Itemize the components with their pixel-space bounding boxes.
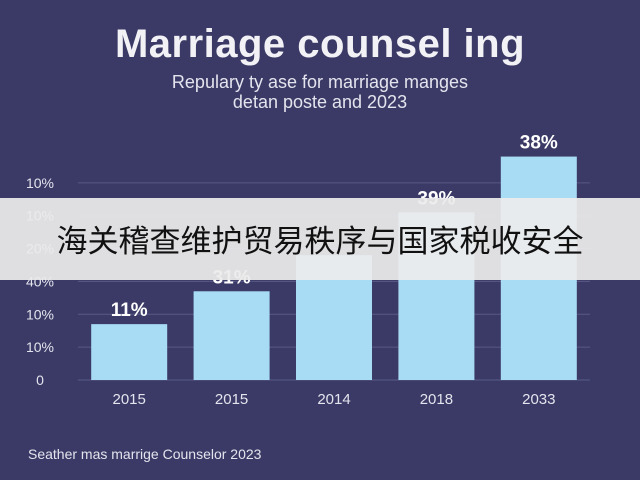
y-tick-label: 10%	[26, 339, 54, 355]
data-label: 11%	[111, 300, 148, 321]
bar	[193, 291, 270, 380]
overlay-banner-text: 海关稽查维护贸易秩序与国家税收安全	[56, 224, 584, 260]
x-tick-label: 2033	[522, 391, 555, 408]
x-tick-label: 2014	[317, 391, 350, 408]
overlay-banner	[0, 198, 640, 280]
chart-title: Marriage counsel ing	[114, 22, 526, 66]
data-label: 38%	[520, 133, 558, 154]
subtitle-line-1: Repulary ty ase for marriage manges	[171, 72, 469, 92]
x-tick-label: 2015	[215, 391, 248, 408]
bar	[91, 324, 168, 380]
source-note: Seather mas marrige Counselor 2023	[28, 446, 262, 462]
y-tick-label: 10%	[26, 306, 54, 322]
subtitle-line-2: detan poste and 2023	[232, 92, 408, 112]
chart-subtitle: Repulary ty ase for marriage manges deta…	[0, 72, 640, 112]
y-tick-label: 0	[36, 372, 44, 388]
y-tick-label: 10%	[26, 175, 54, 191]
x-tick-label: 2015	[113, 391, 146, 408]
x-tick-label: 2018	[420, 391, 453, 408]
